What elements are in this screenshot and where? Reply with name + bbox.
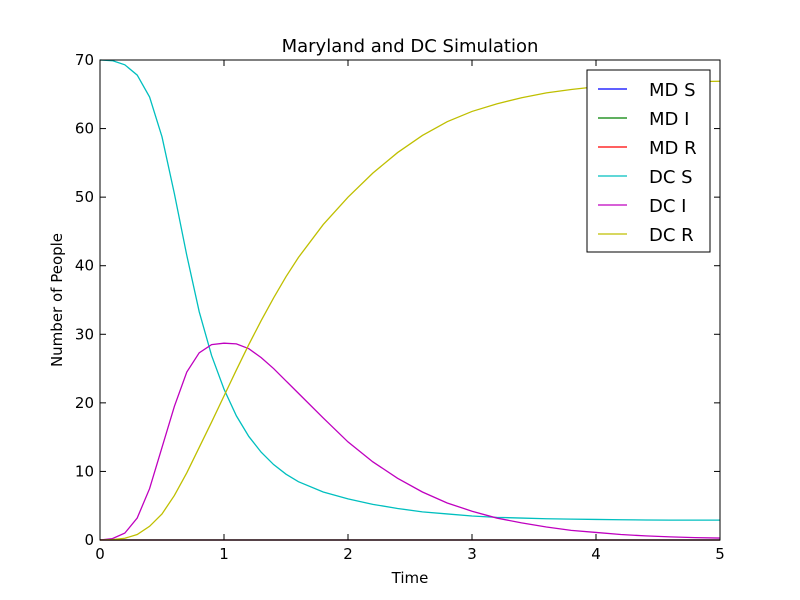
y-tick-label: 0: [84, 531, 94, 549]
chart-title: Maryland and DC Simulation: [282, 36, 539, 57]
legend-label: MD S: [649, 80, 696, 101]
x-tick-label: 2: [343, 545, 353, 563]
legend-label: MD R: [649, 138, 697, 159]
y-tick-label: 30: [75, 325, 94, 343]
legend-label: DC I: [649, 196, 686, 217]
legend-box: [586, 69, 711, 253]
legend: MD S MD I MD R DC S DC I DC R: [586, 69, 711, 253]
y-tick-label: 50: [75, 188, 94, 206]
x-tick-label: 5: [715, 545, 725, 563]
x-axis-title: Time: [391, 569, 429, 587]
legend-label: DC R: [649, 225, 694, 246]
y-tick-label: 10: [75, 462, 94, 480]
y-tick-label: 70: [75, 51, 94, 69]
series-line-dc-s: [99, 59, 720, 521]
y-axis-title: Number of People: [48, 233, 66, 367]
x-tick-label: 3: [467, 545, 477, 563]
y-tick-label: 60: [75, 120, 94, 138]
x-tick-label: 4: [591, 545, 601, 563]
legend-label: DC S: [649, 167, 693, 188]
y-tick-label: 40: [75, 257, 94, 275]
axes-frame: [99, 59, 721, 541]
legend-label: MD I: [649, 109, 689, 130]
series-line-dc-r: [99, 80, 721, 541]
x-tick-label: 1: [219, 545, 229, 563]
x-tick-label: 0: [95, 545, 105, 563]
series-line-dc-i: [99, 342, 721, 541]
y-tick-label: 20: [75, 394, 94, 412]
